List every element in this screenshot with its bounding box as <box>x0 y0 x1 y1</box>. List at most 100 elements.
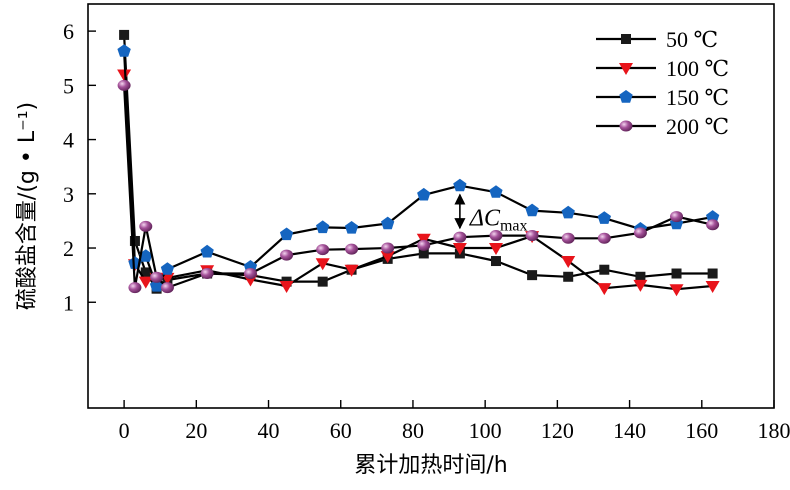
legend-marker <box>619 63 633 75</box>
data-point <box>200 268 214 280</box>
x-tick-label: 20 <box>185 418 207 443</box>
data-point <box>671 268 682 279</box>
x-tick-label: 120 <box>541 418 574 443</box>
legend-label: 200 ℃ <box>666 114 729 139</box>
x-tick-label: 100 <box>469 418 502 443</box>
data-point <box>597 283 612 296</box>
data-point <box>128 282 142 294</box>
legend-item: 50 ℃ <box>596 27 718 52</box>
data-point <box>315 258 330 271</box>
data-point <box>633 279 648 292</box>
data-point <box>453 231 467 243</box>
y-tick-label: 3 <box>63 182 74 207</box>
y-tick-label: 2 <box>63 236 74 261</box>
data-point <box>453 178 467 192</box>
y-tick-label: 4 <box>63 128 74 153</box>
data-point <box>597 211 611 224</box>
annotation-layer: ΔCmax <box>454 193 528 234</box>
data-point <box>707 268 718 279</box>
data-point <box>525 230 539 242</box>
data-point <box>117 44 131 57</box>
data-point <box>599 264 610 275</box>
data-point <box>489 185 503 198</box>
data-point <box>160 282 174 294</box>
delta-c-max-label: ΔCmax <box>469 205 528 234</box>
data-point <box>416 233 431 246</box>
data-point <box>417 239 431 251</box>
data-point <box>525 203 539 217</box>
data-point <box>139 220 153 232</box>
data-point <box>705 280 720 293</box>
data-point <box>561 232 575 244</box>
x-tick-label: 160 <box>685 418 718 443</box>
legend-label: 100 ℃ <box>666 56 729 81</box>
data-point <box>490 256 501 267</box>
legend-item: 150 ℃ <box>596 85 729 110</box>
data-point <box>597 232 611 244</box>
data-point <box>129 235 140 246</box>
data-point <box>669 284 684 297</box>
legend-marker <box>619 90 633 103</box>
legend: 50 ℃ 100 ℃ 150 ℃ 200 ℃ <box>596 27 729 139</box>
data-point <box>316 244 330 256</box>
y-tick-label: 5 <box>63 73 74 98</box>
data-point <box>561 256 576 269</box>
data-point <box>488 243 503 256</box>
axis-ticks: 0 20 40 60 80 100 120 140 160 180 1 2 3 4 5 6 <box>63 19 790 443</box>
plot-frame <box>87 3 775 409</box>
data-point <box>527 270 538 281</box>
data-point <box>200 244 214 258</box>
legend-label: 150 ℃ <box>666 85 729 110</box>
data-point <box>279 280 294 293</box>
x-tick-label: 180 <box>758 418 790 443</box>
data-point <box>119 29 130 40</box>
data-point <box>345 243 359 255</box>
data-point <box>150 271 164 283</box>
data-point <box>381 242 395 254</box>
data-point <box>117 69 132 82</box>
x-axis-title: 累计加热时间/h <box>354 453 507 478</box>
data-point <box>344 264 359 277</box>
data-point <box>317 276 328 287</box>
data-point <box>149 279 164 292</box>
data-point <box>344 221 359 234</box>
x-tick-label: 60 <box>330 418 352 443</box>
series-line <box>123 85 713 289</box>
data-point <box>380 251 395 264</box>
legend-item: 200 ℃ <box>596 114 729 139</box>
data-point <box>417 187 431 201</box>
data-point <box>452 243 467 256</box>
legend-marker <box>621 34 631 44</box>
data-point <box>117 79 131 91</box>
data-point <box>706 210 720 223</box>
series-line <box>123 74 713 291</box>
data-point <box>489 230 503 242</box>
data-point <box>316 220 330 234</box>
data-point <box>561 205 575 219</box>
x-tick-label: 0 <box>119 418 130 443</box>
series-layer <box>117 29 720 297</box>
y-tick-label: 6 <box>63 19 74 44</box>
data-point <box>280 249 294 261</box>
legend-marker <box>619 120 633 132</box>
x-tick-label: 140 <box>613 418 646 443</box>
data-point <box>563 271 574 282</box>
y-tick-label: 1 <box>63 290 74 315</box>
data-point <box>635 271 646 282</box>
data-point <box>139 249 153 262</box>
data-point <box>140 267 151 278</box>
legend-item: 100 ℃ <box>596 56 729 81</box>
series-2 <box>117 69 720 297</box>
series-3 <box>117 44 720 292</box>
data-point <box>243 268 257 280</box>
series-4 <box>117 79 720 294</box>
data-point <box>381 216 395 230</box>
data-point <box>279 227 294 241</box>
data-point <box>138 276 153 289</box>
legend-label: 50 ℃ <box>666 27 718 52</box>
data-point <box>418 248 429 259</box>
data-point <box>706 219 720 231</box>
y-axis-title: 硫酸盐含量/(g • L⁻¹) <box>15 102 40 310</box>
